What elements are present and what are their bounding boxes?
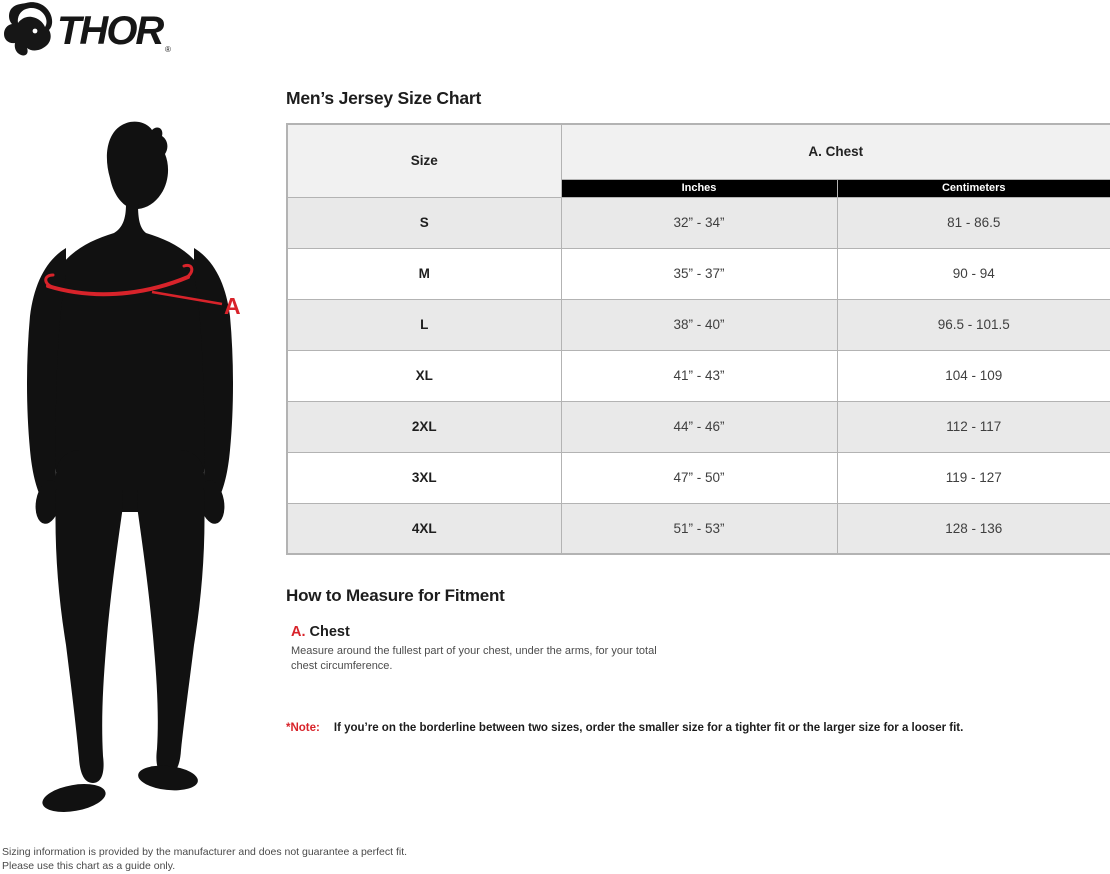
page-title: Men’s Jersey Size Chart [286,88,482,108]
logo-text: THOR [57,9,164,53]
inches-cell: 51” - 53” [560,502,838,555]
table-row: 2XL 44” - 46” 112 - 117 [286,400,1110,453]
inches-cell: 35” - 37” [560,247,838,300]
inches-cell: 38” - 40” [560,298,838,351]
centimeters-cell: 104 - 109 [836,349,1110,402]
table-row: 4XL 51” - 53” 128 - 136 [286,502,1110,555]
size-cell: XL [286,349,562,402]
centimeters-cell: 81 - 86.5 [836,196,1110,249]
table-header-row: Size A. Chest [286,123,1110,198]
table-row: 3XL 47” - 50” 119 - 127 [286,451,1110,504]
measure-description: Measure around the fullest part of your … [291,645,657,673]
chest-arrow-label: A [224,293,241,319]
measure-letter: A. [291,624,306,640]
footer-disclaimer: Sizing information is provided by the ma… [2,846,407,873]
size-cell: 3XL [286,451,562,504]
centimeters-subheader: Centimeters [836,178,1110,198]
table-row: XL 41” - 43” 104 - 109 [286,349,1110,402]
inches-cell: 47” - 50” [560,451,838,504]
size-cell: 2XL [286,400,562,453]
how-to-measure-section: How to Measure for Fitment A. Chest Measu… [286,586,676,674]
footer-line-2: Please use this chart as a guide only. [2,859,176,872]
footer-line-1: Sizing information is provided by the ma… [2,846,408,858]
centimeters-cell: 119 - 127 [836,451,1110,504]
size-table-body: S 32” - 34” 81 - 86.5 M 35” - 37” 90 - 94 L 38”… [286,196,1110,555]
sizing-note: *Note: If you’re on the borderline betwee… [286,722,963,734]
measure-item-chest: A. Chest Measure around the fullest part … [291,624,676,674]
size-chart-table: Size A. Chest Inches Centimeters S 32” - … [286,123,1110,555]
note-label: *Note: [286,722,320,734]
table-row: S 32” - 34” 81 - 86.5 [286,196,1110,249]
inches-cell: 32” - 34” [560,196,838,249]
centimeters-cell: 112 - 117 [836,400,1110,453]
size-cell: S [286,196,562,249]
size-cell: L [286,298,562,351]
chest-measure-arrow [44,263,223,306]
thor-logo[interactable]: THOR ® [2,2,182,58]
measure-heading: How to Measure for Fitment [286,586,505,605]
note-text: If you’re on the borderline between two … [333,722,964,734]
centimeters-cell: 96.5 - 101.5 [836,298,1110,351]
centimeters-cell: 90 - 94 [836,247,1110,300]
inches-subheader: Inches [560,178,838,198]
size-cell: M [286,247,562,300]
chest-group-header: A. Chest [560,123,1110,180]
table-row: L 38” - 40” 96.5 - 101.5 [286,298,1110,351]
inches-cell: 44” - 46” [560,400,838,453]
registered-mark: ® [165,45,171,54]
goat-head-icon [4,2,53,56]
measurement-figure: A [0,120,262,820]
male-silhouette [27,121,233,812]
centimeters-cell: 128 - 136 [836,502,1110,555]
measure-name: Chest [309,624,350,640]
size-column-header: Size [286,123,562,198]
measure-item-title: A. Chest [291,624,676,640]
inches-cell: 41” - 43” [560,349,838,402]
size-cell: 4XL [286,502,562,555]
table-row: M 35” - 37” 90 - 94 [286,247,1110,300]
